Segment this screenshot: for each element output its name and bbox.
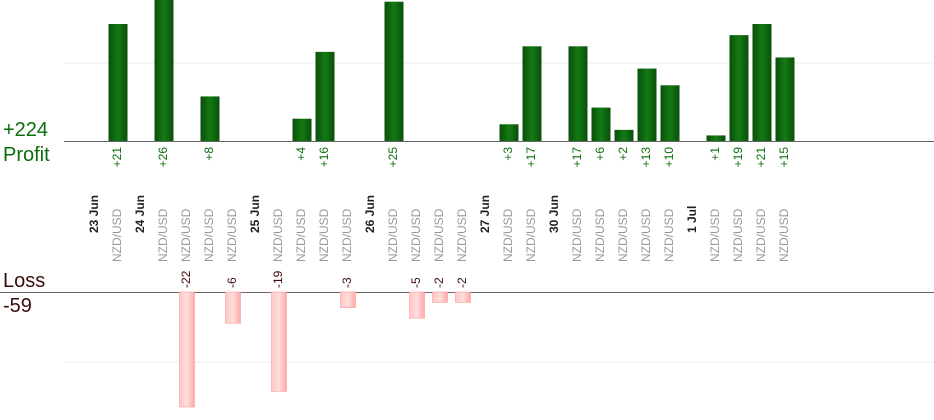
pair-label: NZD/USD (317, 208, 331, 262)
profit-bar (154, 0, 174, 141)
loss-label: Loss (3, 270, 46, 292)
pair-label: NZD/USD (271, 208, 285, 262)
pair-label: NZD/USD (524, 208, 538, 262)
pair-label: NZD/USD (501, 208, 515, 262)
loss-value-label: -3 (340, 277, 354, 288)
pair-label: NZD/USD (662, 208, 676, 262)
loss-bar (455, 291, 471, 303)
pair-label: NZD/USD (777, 208, 791, 262)
profit-bar (637, 68, 657, 141)
profit-bar (522, 46, 542, 141)
profit-value-label: +21 (754, 147, 768, 168)
pair-label: NZD/USD (156, 208, 170, 262)
pair-label: NZD/USD (432, 208, 446, 262)
profit-bar (292, 118, 312, 141)
profit-bar (591, 107, 611, 141)
loss-bar (271, 291, 287, 392)
loss-value-label: -2 (432, 277, 446, 288)
loss-value-label: -5 (409, 277, 423, 288)
date-label: 23 Jun (87, 195, 101, 233)
pair-label: NZD/USD (639, 208, 653, 262)
loss-bar (409, 291, 425, 319)
profit-bar (499, 124, 519, 141)
loss-bar (432, 291, 448, 303)
profit-label: Profit (3, 144, 50, 166)
pair-label: NZD/USD (593, 208, 607, 262)
profit-value-label: +19 (731, 147, 745, 168)
profit-value-label: +6 (593, 147, 607, 161)
profit-bar (775, 57, 795, 141)
date-label: 27 Jun (478, 195, 492, 233)
date-label: 26 Jun (363, 195, 377, 233)
profit-value-label: +4 (294, 147, 308, 161)
date-label: 25 Jun (248, 195, 262, 233)
pair-label: NZD/USD (386, 208, 400, 262)
pair-label: NZD/USD (616, 208, 630, 262)
profit-bars (108, 0, 795, 142)
pair-label: NZD/USD (570, 208, 584, 262)
pair-label: NZD/USD (708, 208, 722, 262)
loss-value-label: -19 (271, 270, 285, 288)
profit-bar (384, 1, 404, 142)
profit-value-label: +1 (708, 147, 722, 161)
profit-bar (108, 24, 128, 141)
pair-label: NZD/USD (202, 208, 216, 262)
pair-label: NZD/USD (225, 208, 239, 262)
profit-value-label: +25 (386, 147, 400, 168)
profit-bar (568, 46, 588, 141)
profit-value-label: +15 (777, 147, 791, 168)
date-label: 1 Jul (685, 206, 699, 233)
profit-value-label: +8 (202, 147, 216, 161)
profit-value-label: +3 (501, 147, 515, 161)
date-label: 30 Jun (547, 195, 561, 233)
pair-label: NZD/USD (754, 208, 768, 262)
profit-value-label: +2 (616, 147, 630, 161)
profit-value-label: +26 (156, 147, 170, 168)
profit-bar (706, 135, 726, 141)
profit-bar (729, 35, 749, 142)
profit-value-label: +17 (524, 147, 538, 168)
profit-bar (614, 129, 634, 141)
profit-value-label: +13 (639, 147, 653, 168)
profit-bar (200, 96, 220, 141)
loss-bar (340, 291, 356, 308)
pair-label: NZD/USD (294, 208, 308, 262)
pair-label: NZD/USD (409, 208, 423, 262)
pair-label: NZD/USD (455, 208, 469, 262)
loss-value-label: -22 (179, 270, 193, 288)
date-label: 24 Jun (133, 195, 147, 233)
profit-bar (660, 85, 680, 141)
loss-value-label: -2 (455, 277, 469, 288)
profit-bar (315, 51, 335, 141)
loss-total: -59 (3, 295, 32, 317)
pair-label: NZD/USD (110, 208, 124, 262)
loss-bar (225, 291, 241, 324)
pair-label: NZD/USD (179, 208, 193, 262)
pair-label: NZD/USD (340, 208, 354, 262)
profit-value-label: +21 (110, 147, 124, 168)
loss-value-label: -6 (225, 277, 239, 288)
profit-value-label: +10 (662, 147, 676, 168)
profit-bar (752, 24, 772, 141)
profit-value-label: +16 (317, 147, 331, 168)
loss-bars (179, 291, 471, 408)
pair-label: NZD/USD (731, 208, 745, 262)
profit-total: +224 (3, 119, 49, 141)
loss-bar (179, 291, 195, 408)
profit-value-label: +17 (570, 147, 584, 168)
